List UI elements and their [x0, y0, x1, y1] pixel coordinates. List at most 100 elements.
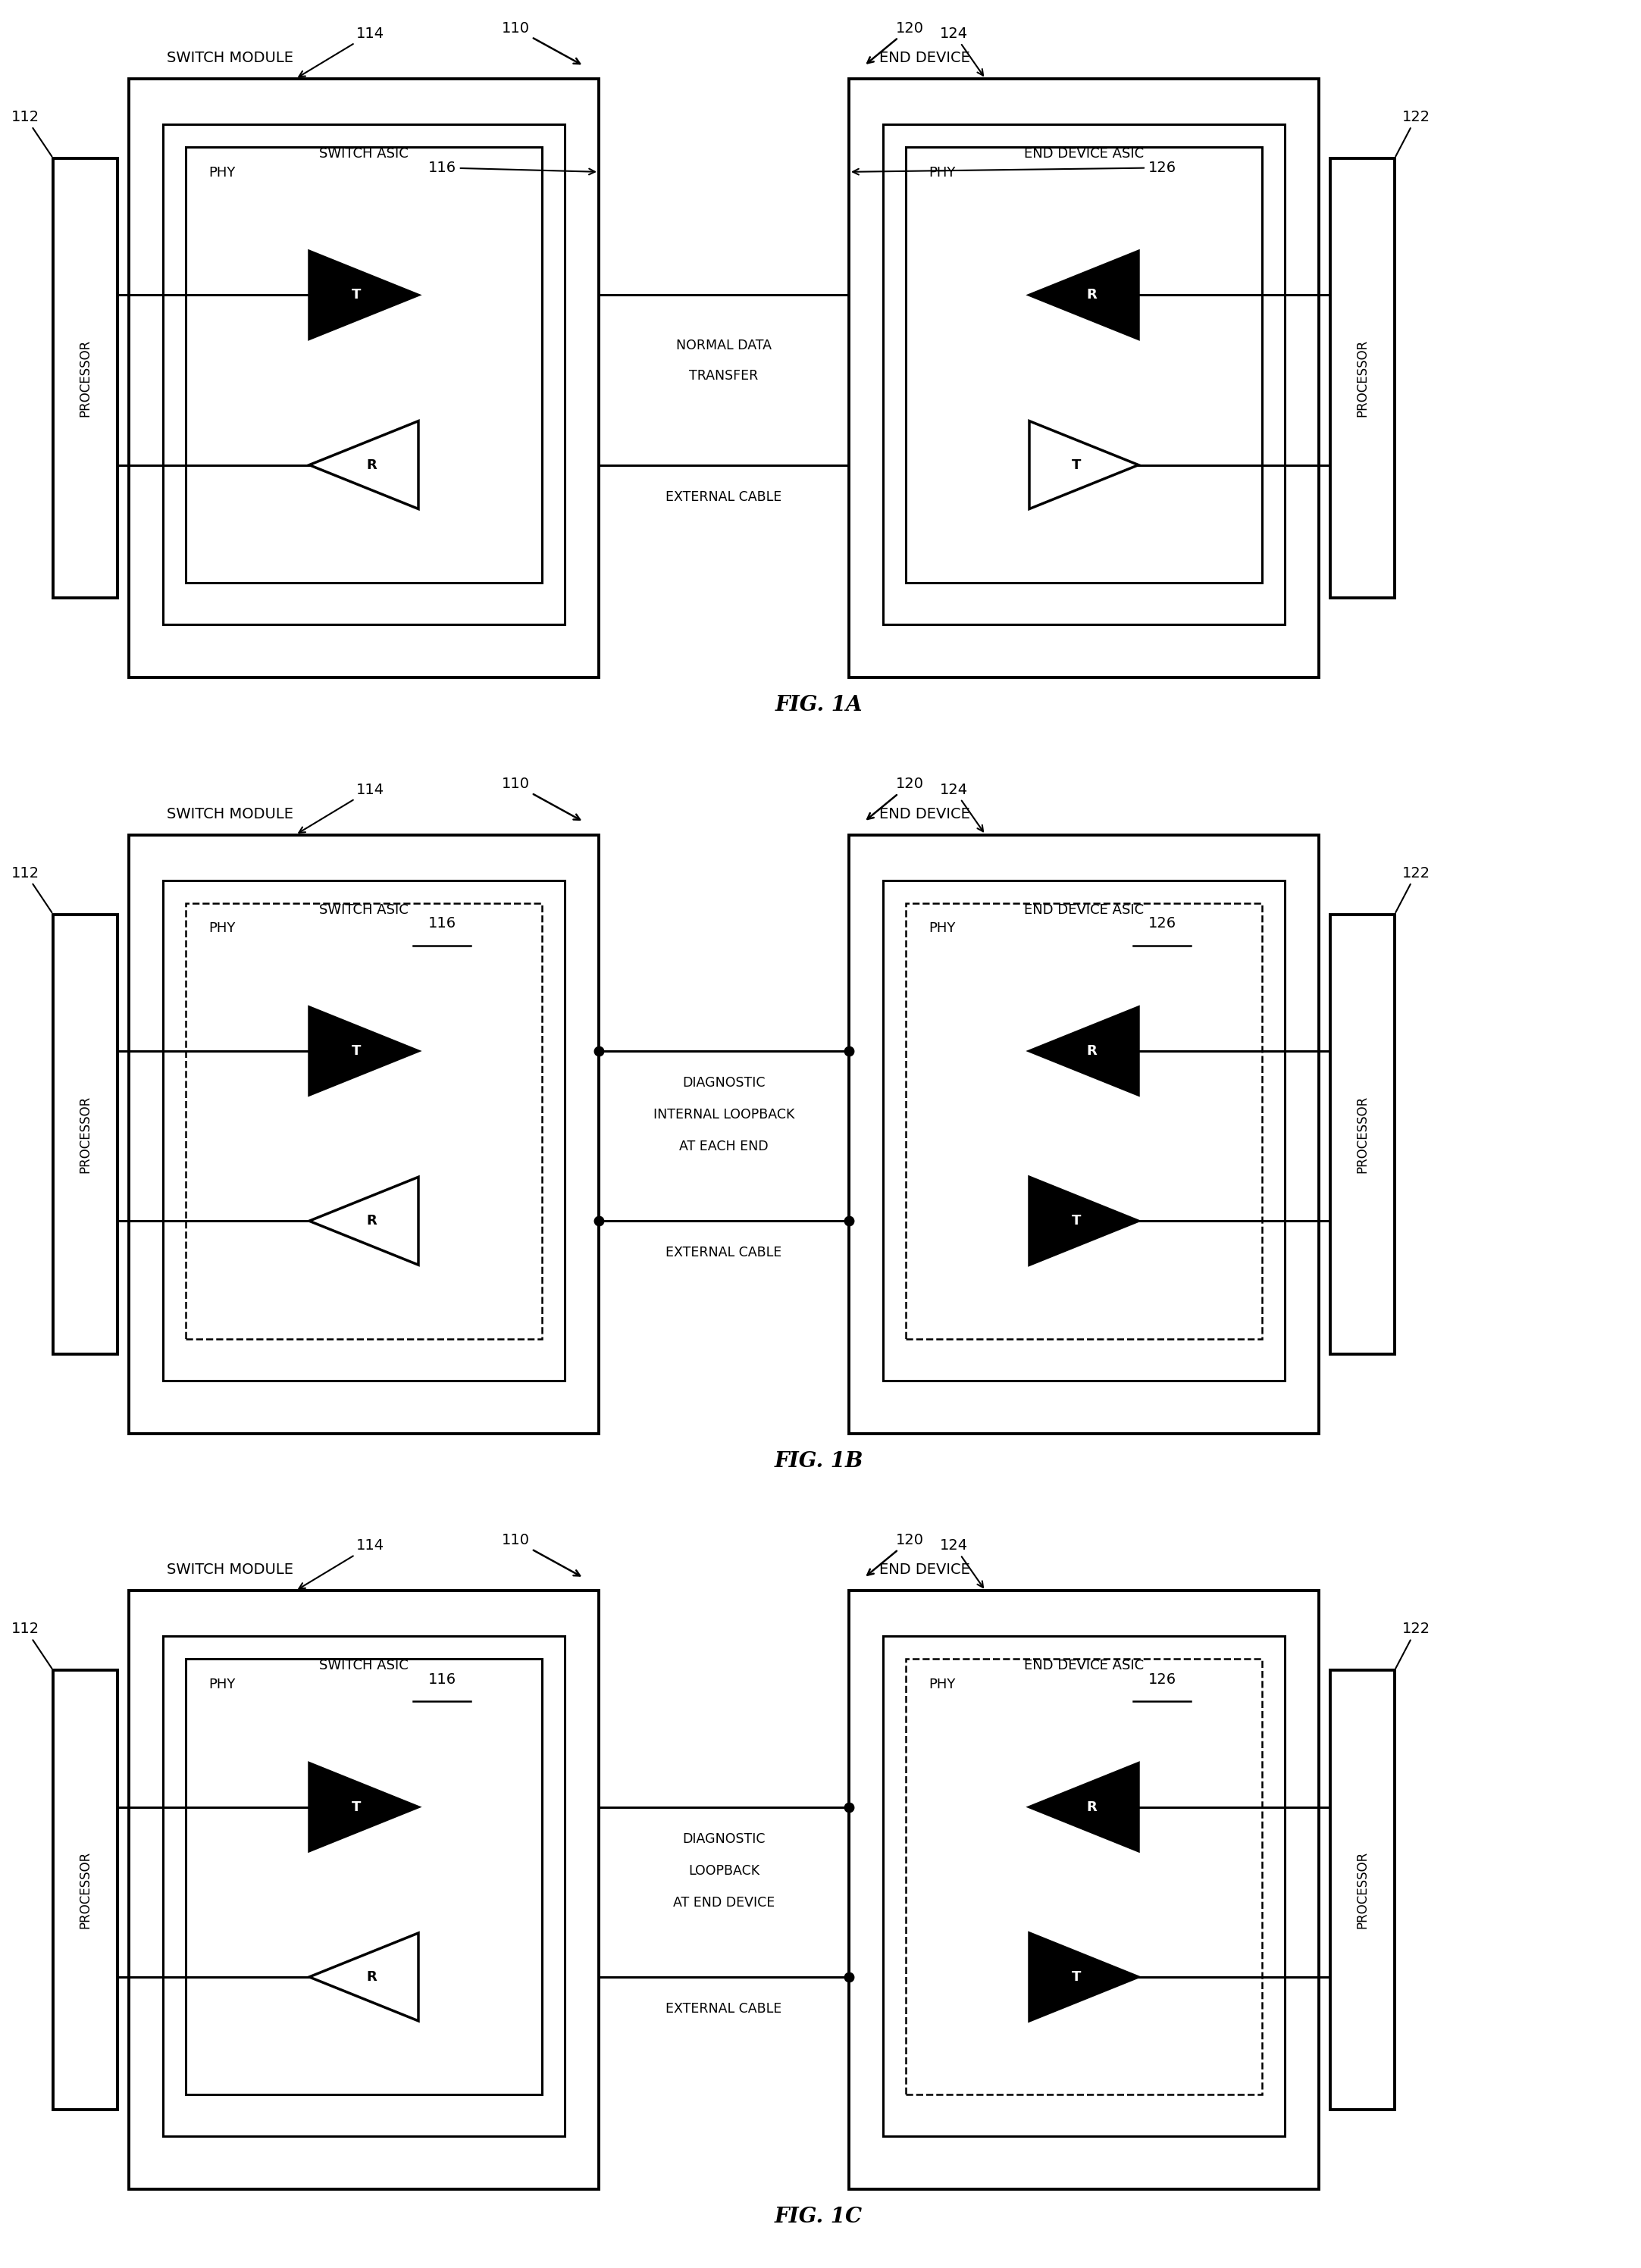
- Text: R: R: [366, 1213, 377, 1227]
- Text: PHY: PHY: [929, 921, 955, 934]
- Bar: [162, 880, 565, 1381]
- Text: 120: 120: [868, 20, 924, 64]
- Text: 122: 122: [1395, 866, 1431, 912]
- Text: T: T: [1072, 1971, 1081, 1984]
- Text: 112: 112: [11, 1622, 53, 1669]
- Text: EXTERNAL CABLE: EXTERNAL CABLE: [666, 2003, 783, 2016]
- Text: R: R: [1086, 1801, 1096, 1814]
- Text: 124: 124: [940, 782, 983, 832]
- Bar: [848, 835, 1319, 1433]
- Bar: [1331, 1669, 1395, 2109]
- Text: NORMAL DATA: NORMAL DATA: [676, 340, 771, 354]
- Text: R: R: [1086, 1043, 1096, 1057]
- Text: FIG. 1A: FIG. 1A: [775, 694, 863, 714]
- Bar: [1331, 914, 1395, 1354]
- Text: AT EACH END: AT EACH END: [679, 1141, 768, 1154]
- Text: SWITCH ASIC: SWITCH ASIC: [320, 903, 409, 916]
- Text: PROCESSOR: PROCESSOR: [79, 1851, 92, 1928]
- Polygon shape: [309, 1177, 418, 1266]
- Polygon shape: [1029, 422, 1139, 508]
- Bar: [130, 79, 599, 678]
- Text: 110: 110: [502, 1533, 579, 1576]
- Text: 126: 126: [1149, 1672, 1177, 1687]
- Text: R: R: [366, 458, 377, 472]
- Bar: [162, 125, 565, 624]
- Text: T: T: [351, 288, 361, 302]
- Bar: [185, 147, 542, 583]
- Polygon shape: [309, 1762, 418, 1851]
- Text: DIAGNOSTIC: DIAGNOSTIC: [683, 1833, 765, 1846]
- Text: 114: 114: [299, 1538, 384, 1588]
- Text: EXTERNAL CABLE: EXTERNAL CABLE: [666, 1245, 783, 1259]
- Text: 112: 112: [11, 109, 53, 156]
- Text: END DEVICE: END DEVICE: [880, 50, 970, 66]
- Text: T: T: [1072, 458, 1081, 472]
- Text: 116: 116: [428, 161, 596, 175]
- Bar: [883, 880, 1285, 1381]
- Text: 126: 126: [853, 161, 1177, 175]
- Text: AT END DEVICE: AT END DEVICE: [673, 1896, 775, 1910]
- Bar: [53, 1669, 118, 2109]
- Bar: [185, 903, 542, 1338]
- Text: TRANSFER: TRANSFER: [689, 370, 758, 383]
- Text: FIG. 1B: FIG. 1B: [775, 1452, 863, 1472]
- Text: SWITCH MODULE: SWITCH MODULE: [167, 1563, 294, 1576]
- Text: 110: 110: [502, 778, 579, 819]
- Bar: [906, 1658, 1262, 2096]
- Text: PROCESSOR: PROCESSOR: [1355, 1851, 1369, 1928]
- Text: INTERNAL LOOPBACK: INTERNAL LOOPBACK: [653, 1109, 794, 1123]
- Text: 112: 112: [11, 866, 53, 912]
- Bar: [162, 1635, 565, 2136]
- Text: FIG. 1C: FIG. 1C: [775, 2207, 863, 2227]
- Text: PROCESSOR: PROCESSOR: [1355, 340, 1369, 417]
- Text: 114: 114: [299, 27, 384, 77]
- Text: PHY: PHY: [208, 921, 235, 934]
- Text: 122: 122: [1395, 109, 1431, 156]
- Polygon shape: [309, 252, 418, 338]
- Text: 110: 110: [502, 20, 579, 64]
- Text: END DEVICE ASIC: END DEVICE ASIC: [1024, 147, 1144, 161]
- Bar: [130, 1590, 599, 2189]
- Text: LOOPBACK: LOOPBACK: [688, 1864, 760, 1878]
- Polygon shape: [1029, 1932, 1139, 2021]
- Text: END DEVICE: END DEVICE: [880, 1563, 970, 1576]
- Polygon shape: [309, 1932, 418, 2021]
- Text: 120: 120: [868, 778, 924, 819]
- Text: 120: 120: [868, 1533, 924, 1574]
- Text: T: T: [351, 1043, 361, 1057]
- Text: PHY: PHY: [208, 166, 235, 179]
- Text: END DEVICE ASIC: END DEVICE ASIC: [1024, 903, 1144, 916]
- Polygon shape: [309, 1007, 418, 1095]
- Polygon shape: [1029, 1762, 1139, 1851]
- Polygon shape: [1029, 1007, 1139, 1095]
- Text: SWITCH MODULE: SWITCH MODULE: [167, 50, 294, 66]
- Text: T: T: [1072, 1213, 1081, 1227]
- Bar: [1331, 159, 1395, 599]
- Text: 124: 124: [940, 27, 983, 75]
- Polygon shape: [1029, 252, 1139, 338]
- Text: PHY: PHY: [929, 1678, 955, 1692]
- Bar: [883, 125, 1285, 624]
- Text: R: R: [366, 1971, 377, 1984]
- Text: 114: 114: [299, 782, 384, 832]
- Text: 116: 116: [428, 1672, 456, 1687]
- Bar: [848, 1590, 1319, 2189]
- Text: PROCESSOR: PROCESSOR: [1355, 1095, 1369, 1173]
- Bar: [848, 79, 1319, 678]
- Text: 126: 126: [1149, 916, 1177, 930]
- Bar: [883, 1635, 1285, 2136]
- Bar: [906, 903, 1262, 1338]
- Text: PHY: PHY: [208, 1678, 235, 1692]
- Bar: [130, 835, 599, 1433]
- Text: 122: 122: [1395, 1622, 1431, 1669]
- Bar: [185, 1658, 542, 2096]
- Bar: [53, 914, 118, 1354]
- Text: PROCESSOR: PROCESSOR: [79, 1095, 92, 1173]
- Text: 124: 124: [940, 1538, 983, 1588]
- Text: END DEVICE ASIC: END DEVICE ASIC: [1024, 1658, 1144, 1672]
- Text: EXTERNAL CABLE: EXTERNAL CABLE: [666, 490, 783, 503]
- Text: T: T: [351, 1801, 361, 1814]
- Text: DIAGNOSTIC: DIAGNOSTIC: [683, 1075, 765, 1089]
- Bar: [906, 147, 1262, 583]
- Polygon shape: [1029, 1177, 1139, 1266]
